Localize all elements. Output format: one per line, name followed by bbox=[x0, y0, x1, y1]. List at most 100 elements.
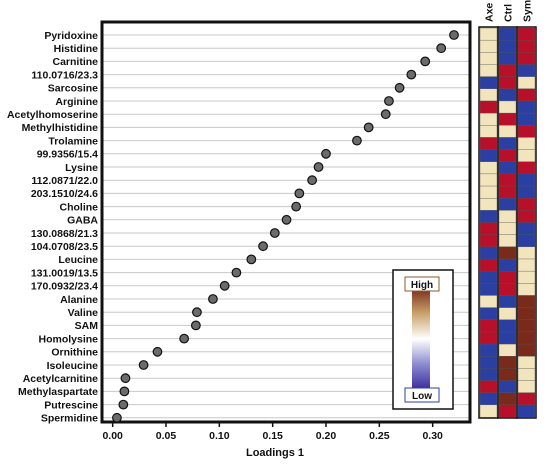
heatmap-cell bbox=[498, 161, 517, 175]
metabolite-label: Pyridoxine bbox=[44, 30, 98, 42]
heatmap-cell bbox=[517, 137, 536, 151]
metabolite-label: 130.0868/21.3 bbox=[31, 228, 98, 240]
x-tick-label: 0.30 bbox=[422, 430, 443, 442]
x-tick-label: 0.25 bbox=[369, 430, 390, 442]
heatmap-cell bbox=[517, 283, 536, 296]
metabolite-label: Spermidine bbox=[41, 413, 98, 425]
metabolite-label: Carnitine bbox=[52, 56, 98, 68]
heatmap-cell bbox=[479, 295, 498, 309]
data-point bbox=[118, 399, 129, 410]
heatmap-cell bbox=[479, 234, 498, 248]
data-point bbox=[119, 386, 130, 397]
metabolite-label: Choline bbox=[60, 201, 99, 213]
legend-gradient-bar bbox=[412, 288, 430, 390]
data-point bbox=[281, 214, 292, 225]
heatmap-cell bbox=[479, 125, 498, 138]
metabolite-label: Histidine bbox=[54, 43, 98, 55]
heatmap-cell bbox=[517, 185, 536, 199]
metabolite-labels: PyridoxineHistidineCarnitine110.0716/23.… bbox=[7, 30, 98, 425]
heatmap-cell bbox=[517, 270, 536, 284]
heatmap-cell bbox=[517, 173, 536, 187]
data-point bbox=[307, 175, 318, 186]
heatmap-cell bbox=[498, 76, 517, 90]
heatmap-cell bbox=[479, 392, 498, 406]
heatmap-cell bbox=[479, 258, 498, 272]
heatmap-cell bbox=[517, 210, 536, 224]
data-point bbox=[321, 148, 331, 159]
heatmap-cell bbox=[479, 27, 498, 41]
heatmap-cell bbox=[479, 246, 498, 260]
heatmap-cell bbox=[498, 112, 517, 126]
heatmap-cell bbox=[517, 27, 536, 41]
heatmap-cell bbox=[479, 270, 498, 284]
data-point bbox=[436, 43, 447, 54]
heatmap-cell bbox=[517, 258, 536, 272]
data-point bbox=[449, 30, 459, 40]
metabolite-label: 110.0716/23.3 bbox=[31, 69, 98, 81]
heatmap-cell bbox=[498, 295, 517, 309]
heatmap-cell bbox=[498, 380, 517, 394]
metabolite-label: Valine bbox=[68, 307, 99, 319]
metabolite-label: 112.0871/22.0 bbox=[31, 175, 98, 187]
heatmap-cell bbox=[498, 331, 517, 345]
heatmap-cell bbox=[479, 319, 498, 333]
heatmap-cell bbox=[479, 356, 498, 369]
heatmap-cell bbox=[479, 137, 498, 151]
data-point bbox=[190, 320, 201, 331]
heatmap-cell bbox=[479, 112, 498, 126]
heatmap-cell bbox=[498, 125, 517, 138]
heatmap-column-label: Sym bbox=[522, 0, 534, 22]
color-legend: High Low bbox=[392, 269, 454, 410]
heatmap-cell bbox=[498, 343, 517, 357]
data-point bbox=[406, 69, 417, 80]
metabolite-label: 99.9356/15.4 bbox=[37, 149, 98, 161]
data-point bbox=[363, 122, 374, 133]
heatmap-cell bbox=[517, 100, 536, 114]
heatmap-cell bbox=[498, 368, 517, 382]
data-point bbox=[219, 280, 230, 291]
metabolite-label: Isoleucine bbox=[47, 360, 99, 372]
heatmap-cell bbox=[479, 39, 498, 53]
heatmap-cell bbox=[498, 64, 517, 78]
metabolite-label: Ornithine bbox=[51, 347, 98, 359]
heatmap-cell bbox=[517, 234, 536, 248]
x-axis: 0.00 0.05 0.10 0.15 0.20 0.25 0.30 bbox=[102, 422, 443, 442]
heatmap-cell bbox=[517, 343, 536, 357]
heatmap-cell bbox=[479, 210, 498, 224]
heatmap-cell bbox=[498, 258, 517, 272]
heatmap-cell bbox=[479, 64, 498, 78]
heatmap-cell bbox=[498, 39, 517, 53]
heatmap-cell bbox=[479, 161, 498, 175]
heatmap-cell bbox=[517, 246, 536, 260]
heatmap-cell bbox=[517, 368, 536, 382]
data-point bbox=[294, 188, 305, 199]
x-tick-label: 0.20 bbox=[316, 430, 337, 442]
data-point bbox=[179, 333, 190, 344]
heatmap-cell bbox=[498, 319, 517, 333]
heatmap-cell bbox=[479, 173, 498, 187]
legend-low-box bbox=[404, 387, 440, 403]
heatmap-cell bbox=[498, 149, 517, 163]
data-point bbox=[380, 109, 391, 120]
heatmap-cell bbox=[498, 404, 517, 418]
heatmap-cell bbox=[517, 380, 536, 394]
heatmap-column-label: Axe bbox=[484, 3, 496, 22]
heatmap-cell bbox=[517, 149, 536, 163]
heatmap-cell bbox=[517, 392, 536, 406]
data-point bbox=[192, 307, 202, 318]
data-point bbox=[313, 162, 324, 172]
heatmap-cell bbox=[479, 100, 498, 114]
metabolite-label: Homolysine bbox=[38, 333, 98, 345]
heatmap-cell bbox=[498, 234, 517, 248]
data-point bbox=[258, 241, 268, 252]
data-point bbox=[291, 201, 302, 212]
heatmap-cell bbox=[498, 27, 517, 41]
heatmap-cell bbox=[517, 319, 536, 333]
heatmap-cell bbox=[517, 112, 536, 126]
heatmap-cell bbox=[498, 52, 517, 65]
heatmap-cell bbox=[517, 295, 536, 309]
heatmap-cell bbox=[517, 197, 536, 211]
heatmap-cell bbox=[479, 380, 498, 394]
heatmap-cell bbox=[517, 404, 536, 418]
